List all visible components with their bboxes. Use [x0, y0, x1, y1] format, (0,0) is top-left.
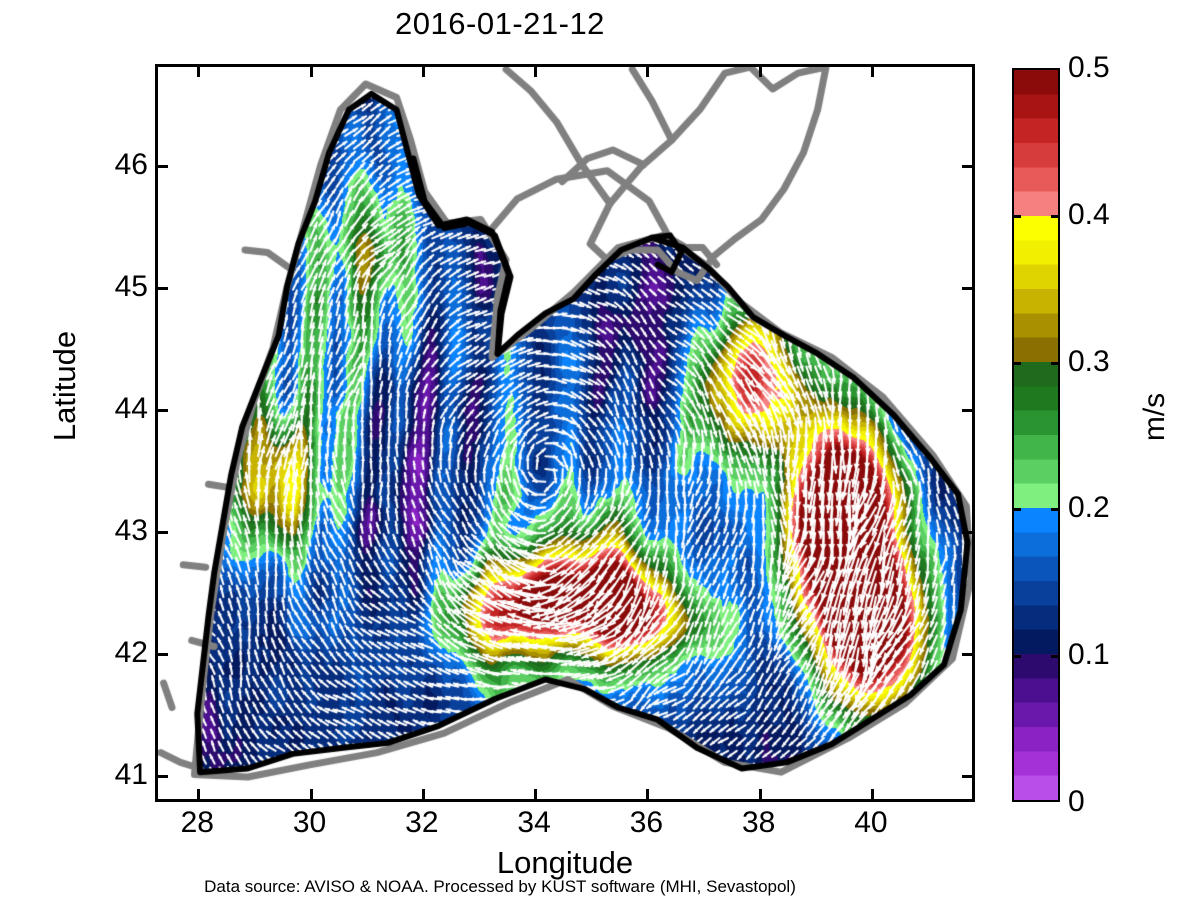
x-tick-mark: [870, 67, 874, 77]
x-axis-title: Longitude: [496, 845, 634, 880]
y-tick-mark: [158, 530, 168, 534]
x-tick-mark: [870, 789, 874, 799]
x-tick-label: 32: [405, 806, 439, 839]
map-plot-area[interactable]: [155, 64, 975, 802]
y-tick-mark: [158, 164, 168, 168]
x-tick-mark: [758, 67, 762, 77]
y-axis-title: Latitude: [47, 330, 82, 442]
y-tick-label: 43: [114, 513, 148, 547]
colorbar-tick-label: 0.1: [1068, 638, 1110, 672]
colorbar-tick-mark: [1012, 361, 1021, 365]
y-tick-mark: [158, 408, 168, 412]
colorbar-tick-mark: [1051, 508, 1060, 512]
colorbar-tick-mark: [1051, 655, 1060, 659]
colorbar-tick-label: 0.2: [1068, 491, 1110, 525]
colorbar-tick-label: 0.5: [1068, 51, 1110, 84]
y-tick-mark: [962, 164, 972, 168]
y-tick-label: 46: [114, 147, 148, 181]
colorbar-tick-mark: [1051, 214, 1060, 218]
colorbar-tick-label: 0: [1068, 785, 1085, 818]
x-tick-label: 28: [180, 806, 214, 839]
y-tick-mark: [158, 774, 168, 778]
x-tick-label: 40: [854, 806, 888, 839]
x-tick-mark: [534, 67, 538, 77]
colorbar-gradient: [1012, 68, 1060, 802]
y-tick-label: 44: [114, 391, 148, 425]
x-tick-label: 38: [741, 806, 776, 839]
colorbar[interactable]: [1012, 68, 1060, 802]
x-tick-mark: [646, 67, 650, 77]
x-tick-mark: [758, 789, 762, 799]
y-tick-mark: [962, 652, 972, 656]
colorbar-tick-mark: [1012, 214, 1021, 218]
y-tick-mark: [158, 652, 168, 656]
colorbar-tick-label: 0.4: [1068, 197, 1110, 231]
x-tick-mark: [197, 789, 201, 799]
x-tick-mark: [197, 67, 201, 77]
current-speed-heatmap-canvas: [158, 67, 972, 799]
x-tick-label: 34: [517, 806, 551, 839]
colorbar-tick-label: 0.3: [1068, 344, 1110, 378]
y-tick-mark: [962, 774, 972, 778]
x-tick-mark: [309, 67, 313, 77]
y-tick-mark: [962, 286, 972, 290]
y-tick-label: 45: [114, 269, 148, 303]
x-tick-label: 36: [629, 806, 664, 839]
figure-title: 2016-01-21-12: [395, 6, 605, 41]
colorbar-unit-label: m/s: [1138, 392, 1171, 442]
y-tick-label: 42: [114, 635, 148, 669]
colorbar-tick-mark: [1051, 361, 1060, 365]
x-tick-mark: [309, 789, 313, 799]
y-tick-mark: [962, 408, 972, 412]
x-tick-mark: [421, 789, 425, 799]
colorbar-tick-mark: [1012, 655, 1021, 659]
y-tick-mark: [962, 530, 972, 534]
x-tick-mark: [534, 789, 538, 799]
y-tick-label: 41: [114, 757, 148, 791]
x-tick-label: 30: [292, 806, 327, 839]
x-tick-mark: [646, 789, 650, 799]
figure-caption: Data source: AVISO & NOAA. Processed by …: [204, 877, 796, 896]
y-tick-mark: [158, 286, 168, 290]
x-tick-mark: [421, 67, 425, 77]
colorbar-tick-mark: [1012, 508, 1021, 512]
